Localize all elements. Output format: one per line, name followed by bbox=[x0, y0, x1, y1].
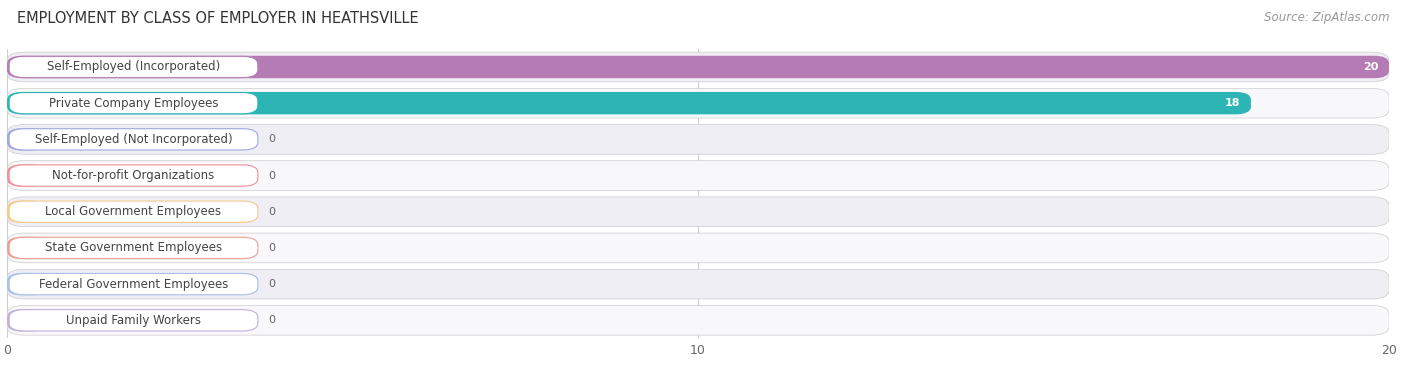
Text: Not-for-profit Organizations: Not-for-profit Organizations bbox=[52, 169, 215, 182]
Text: Self-Employed (Incorporated): Self-Employed (Incorporated) bbox=[46, 61, 221, 73]
FancyBboxPatch shape bbox=[8, 129, 257, 150]
FancyBboxPatch shape bbox=[7, 273, 45, 295]
FancyBboxPatch shape bbox=[8, 92, 257, 114]
Text: 0: 0 bbox=[269, 243, 276, 253]
FancyBboxPatch shape bbox=[8, 165, 257, 186]
Text: Self-Employed (Not Incorporated): Self-Employed (Not Incorporated) bbox=[35, 133, 232, 146]
Text: State Government Employees: State Government Employees bbox=[45, 241, 222, 255]
Text: EMPLOYMENT BY CLASS OF EMPLOYER IN HEATHSVILLE: EMPLOYMENT BY CLASS OF EMPLOYER IN HEATH… bbox=[17, 11, 419, 26]
Text: Local Government Employees: Local Government Employees bbox=[45, 205, 222, 218]
FancyBboxPatch shape bbox=[7, 269, 1389, 299]
FancyBboxPatch shape bbox=[7, 309, 45, 332]
Text: 18: 18 bbox=[1225, 98, 1240, 108]
FancyBboxPatch shape bbox=[8, 201, 257, 222]
FancyBboxPatch shape bbox=[7, 237, 45, 259]
Text: Private Company Employees: Private Company Employees bbox=[49, 97, 218, 110]
FancyBboxPatch shape bbox=[8, 273, 257, 295]
FancyBboxPatch shape bbox=[7, 88, 1389, 118]
FancyBboxPatch shape bbox=[7, 197, 1389, 227]
FancyBboxPatch shape bbox=[7, 233, 1389, 263]
FancyBboxPatch shape bbox=[7, 128, 45, 150]
Text: Federal Government Employees: Federal Government Employees bbox=[39, 277, 228, 291]
FancyBboxPatch shape bbox=[7, 164, 45, 187]
Text: 20: 20 bbox=[1364, 62, 1379, 72]
FancyBboxPatch shape bbox=[7, 161, 1389, 190]
FancyBboxPatch shape bbox=[8, 56, 257, 77]
Text: Unpaid Family Workers: Unpaid Family Workers bbox=[66, 314, 201, 327]
FancyBboxPatch shape bbox=[7, 56, 1389, 78]
FancyBboxPatch shape bbox=[7, 124, 1389, 154]
Text: 0: 0 bbox=[269, 171, 276, 180]
FancyBboxPatch shape bbox=[7, 52, 1389, 82]
FancyBboxPatch shape bbox=[7, 92, 1251, 114]
FancyBboxPatch shape bbox=[7, 200, 45, 223]
Text: Source: ZipAtlas.com: Source: ZipAtlas.com bbox=[1264, 11, 1389, 24]
Text: 0: 0 bbox=[269, 207, 276, 217]
FancyBboxPatch shape bbox=[8, 237, 257, 259]
FancyBboxPatch shape bbox=[8, 310, 257, 331]
Text: 0: 0 bbox=[269, 134, 276, 144]
Text: 0: 0 bbox=[269, 315, 276, 325]
FancyBboxPatch shape bbox=[7, 305, 1389, 335]
Text: 0: 0 bbox=[269, 279, 276, 289]
